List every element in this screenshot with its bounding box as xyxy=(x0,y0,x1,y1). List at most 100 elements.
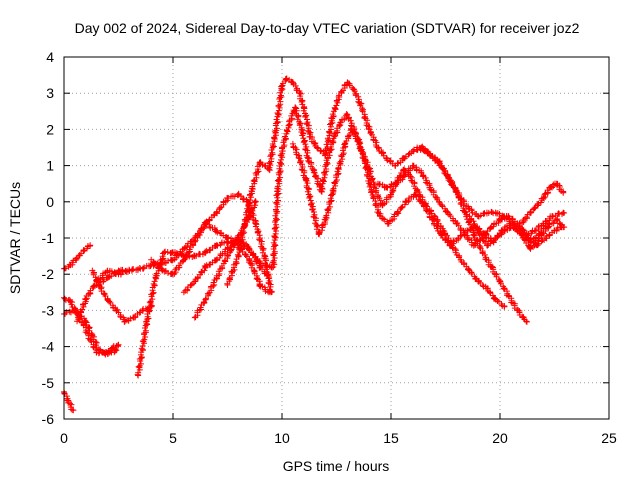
data-point xyxy=(523,318,530,325)
data-point xyxy=(418,169,425,176)
data-point xyxy=(296,90,303,97)
data-point xyxy=(87,242,94,249)
data-point xyxy=(497,278,503,285)
data-point xyxy=(462,209,469,216)
data-point xyxy=(213,274,220,281)
data-point xyxy=(180,289,187,296)
data-point xyxy=(466,213,473,220)
data-point xyxy=(69,406,76,413)
data-point xyxy=(427,184,434,191)
data-point xyxy=(170,249,176,256)
data-point xyxy=(331,133,338,140)
data-point xyxy=(457,256,464,263)
y-tick-label: 4 xyxy=(46,49,54,65)
data-point xyxy=(501,213,508,220)
data-point xyxy=(527,238,534,245)
data-point xyxy=(261,253,268,260)
data-point xyxy=(104,296,111,303)
data-point xyxy=(224,253,231,260)
data-point xyxy=(265,166,272,173)
data-point xyxy=(248,187,255,194)
data-point xyxy=(501,303,508,310)
data-point xyxy=(510,224,517,231)
data-point xyxy=(407,173,414,180)
data-point xyxy=(479,249,486,256)
data-point xyxy=(414,144,421,151)
data-point xyxy=(466,206,473,213)
data-point xyxy=(104,350,111,357)
data-point xyxy=(180,256,187,263)
data-point xyxy=(130,314,137,321)
data-point xyxy=(265,289,272,296)
data-point xyxy=(446,242,453,249)
data-point xyxy=(547,184,554,191)
data-point xyxy=(298,126,305,133)
chart-title: Day 002 of 2024, Sidereal Day-to-day VTE… xyxy=(75,20,580,36)
data-point xyxy=(337,119,344,126)
data-point xyxy=(411,191,418,198)
data-point xyxy=(440,166,447,173)
data-point xyxy=(483,209,490,216)
data-point xyxy=(202,296,209,303)
data-point xyxy=(74,254,81,261)
data-point xyxy=(475,213,482,220)
data-point xyxy=(104,267,111,274)
y-tick-label: 3 xyxy=(46,85,54,101)
data-point xyxy=(257,158,264,165)
data-point xyxy=(302,177,309,184)
data-point xyxy=(307,133,314,140)
y-tick-label: -2 xyxy=(42,266,55,282)
data-point xyxy=(95,347,102,354)
data-point xyxy=(115,341,122,348)
data-point xyxy=(148,256,155,263)
data-point xyxy=(475,278,482,285)
data-point xyxy=(279,148,285,155)
data-point xyxy=(357,101,364,108)
data-point xyxy=(392,162,399,169)
data-point xyxy=(462,231,469,238)
data-point xyxy=(296,155,303,162)
y-tick-label: -1 xyxy=(42,230,55,246)
y-tick-label: -5 xyxy=(42,375,55,391)
data-point xyxy=(355,137,362,144)
data-point xyxy=(213,209,220,216)
data-point xyxy=(272,130,279,137)
data-point xyxy=(270,263,277,270)
data-point xyxy=(143,318,150,325)
data-point xyxy=(483,285,490,292)
x-tick-label: 20 xyxy=(492,430,508,446)
data-point xyxy=(309,206,316,213)
data-point xyxy=(383,184,390,191)
data-point xyxy=(89,332,96,339)
data-point xyxy=(335,93,342,100)
data-point xyxy=(113,307,120,314)
data-point xyxy=(488,224,495,231)
data-point xyxy=(137,265,144,272)
data-point xyxy=(527,209,534,216)
data-point xyxy=(213,242,220,249)
data-point xyxy=(542,235,549,241)
data-point xyxy=(224,235,231,241)
series-track-18 xyxy=(466,213,552,249)
data-point xyxy=(453,220,460,227)
x-axis-label: GPS time / hours xyxy=(283,458,390,474)
data-point xyxy=(520,216,527,223)
data-point xyxy=(235,253,242,260)
data-point xyxy=(257,282,264,289)
data-point xyxy=(560,209,567,216)
data-point xyxy=(170,256,176,263)
data-point xyxy=(420,202,427,209)
data-point xyxy=(414,187,421,194)
data-point xyxy=(536,231,543,238)
data-point xyxy=(350,86,357,93)
data-point xyxy=(514,307,521,314)
data-point xyxy=(292,104,299,111)
y-tick-label: -3 xyxy=(42,302,55,318)
data-point xyxy=(82,318,89,325)
data-point xyxy=(161,249,168,256)
data-point xyxy=(409,162,416,169)
data-point xyxy=(409,148,416,155)
data-point xyxy=(274,187,281,194)
series-track-17 xyxy=(514,180,567,231)
